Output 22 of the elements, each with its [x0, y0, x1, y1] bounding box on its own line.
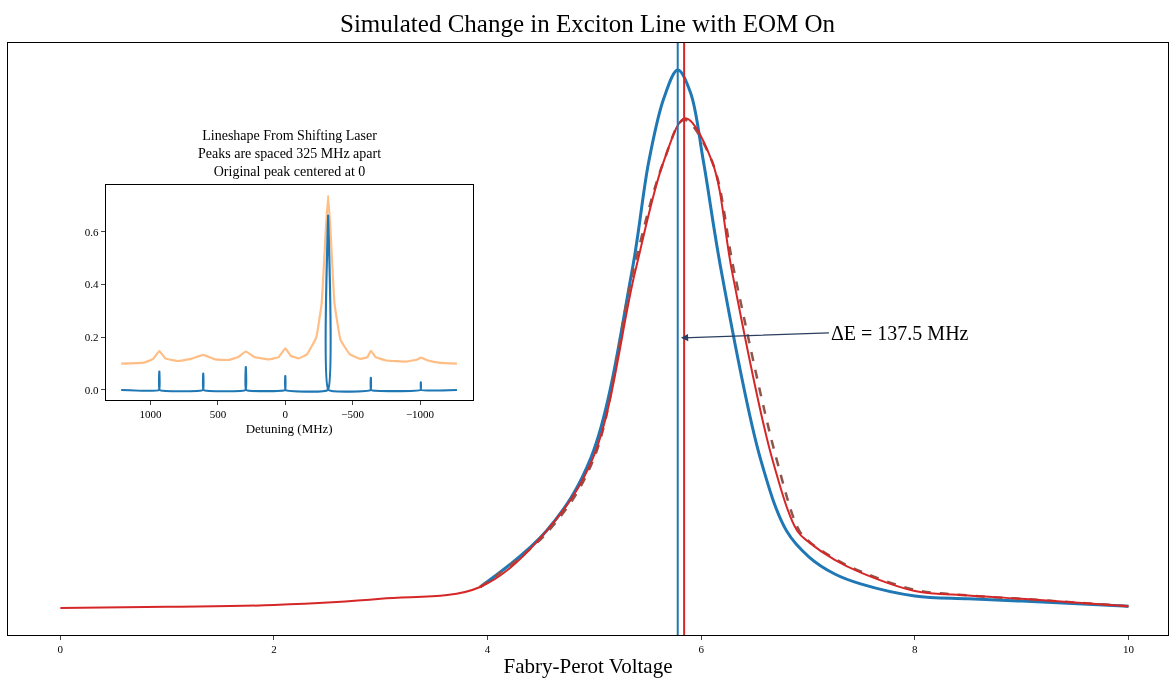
y-tick-label: 0.4 — [84, 278, 99, 291]
x-tick-label: 1000 — [139, 408, 163, 421]
x-axis-title: Detuning (MHz) — [245, 420, 333, 436]
x-tick-label: 8 — [912, 643, 919, 656]
x-axis-title: Fabry-Perot Voltage — [503, 654, 673, 679]
y-tick-label: 0.2 — [84, 331, 99, 344]
x-tick-label: 2 — [271, 643, 277, 656]
x-tick-label: −1000 — [405, 408, 435, 421]
x-tick-label: 6 — [698, 643, 705, 656]
x-tick-label: −500 — [341, 408, 365, 421]
line-series — [120, 194, 459, 365]
chart-title: Lineshape From Shifting Laser Peaks are spaced 325 MHz apart Original peak centered at 0 — [198, 128, 382, 180]
chart-title: Simulated Change in Exciton Line with EOM On — [340, 10, 836, 37]
y-tick-label: 0.6 — [84, 225, 99, 238]
x-tick-label: 500 — [209, 408, 227, 421]
annotation: ΔE = 137.5 MHz — [831, 322, 969, 344]
x-tick-label: 0 — [57, 643, 64, 656]
y-tick-label: 0.0 — [84, 383, 99, 396]
x-tick-label: 10 — [1122, 643, 1135, 656]
x-tick-label: 4 — [484, 643, 491, 656]
x-tick-label: 0 — [282, 408, 289, 421]
line-series — [120, 214, 459, 393]
